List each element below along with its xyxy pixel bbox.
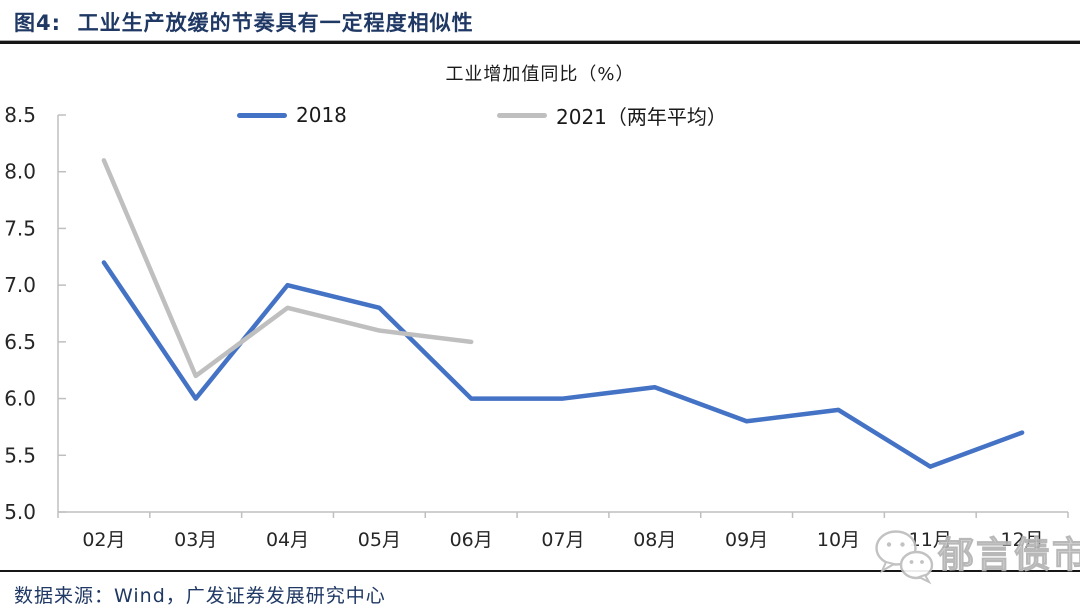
bottom-divider — [0, 570, 1080, 572]
x-axis-label: 03月 — [174, 529, 217, 551]
y-axis-label: 8.0 — [4, 160, 36, 184]
x-axis-label: 05月 — [358, 529, 401, 551]
x-axis-label: 04月 — [266, 529, 309, 551]
x-axis-label: 08月 — [633, 529, 676, 551]
x-axis-label: 07月 — [541, 529, 584, 551]
y-axis-label: 6.5 — [4, 330, 36, 354]
series-line-2018 — [101, 260, 1025, 469]
legend-label-2021-two-year-avg: 2021（两年平均） — [556, 104, 727, 129]
wechat-icon — [875, 530, 934, 585]
y-axis-label: 5.0 — [4, 500, 36, 524]
y-axis-label: 7.5 — [4, 216, 36, 240]
y-axis-label: 6.0 — [4, 387, 36, 411]
y-axis-label: 5.5 — [4, 443, 36, 467]
x-axis-label: 10月 — [817, 529, 860, 551]
series-line-2021-two-year-avg — [101, 158, 474, 379]
y-axis-label: 8.5 — [4, 103, 36, 127]
x-axis-label: 06月 — [450, 529, 493, 551]
figure-title: 图4: 工业生产放缓的节奏具有一定程度相似性 — [14, 11, 474, 35]
legend-line-swatch-2018 — [237, 112, 287, 118]
legend-label-2018: 2018 — [296, 103, 347, 127]
x-axis-label: 09月 — [725, 529, 768, 551]
y-axis-label: 7.0 — [4, 273, 36, 297]
legend-line-swatch-2021-two-year-avg — [497, 112, 547, 118]
chart-title: 工业增加值同比（%） — [445, 64, 635, 85]
watermark: 郁言债市 — [874, 527, 1080, 585]
source-text: 数据来源：Wind，广发证券发展研究中心 — [14, 585, 386, 607]
top-divider — [0, 40, 1080, 44]
legend-item-2021-two-year-avg: 2021（两年平均） — [497, 102, 727, 129]
legend-item-2018: 2018 — [237, 102, 347, 128]
x-axis-label: 12月 — [1000, 529, 1043, 551]
x-axis-label: 02月 — [82, 529, 125, 551]
watermark-text: 郁言债市 — [937, 535, 1080, 576]
x-axis-label: 11月 — [909, 529, 952, 551]
